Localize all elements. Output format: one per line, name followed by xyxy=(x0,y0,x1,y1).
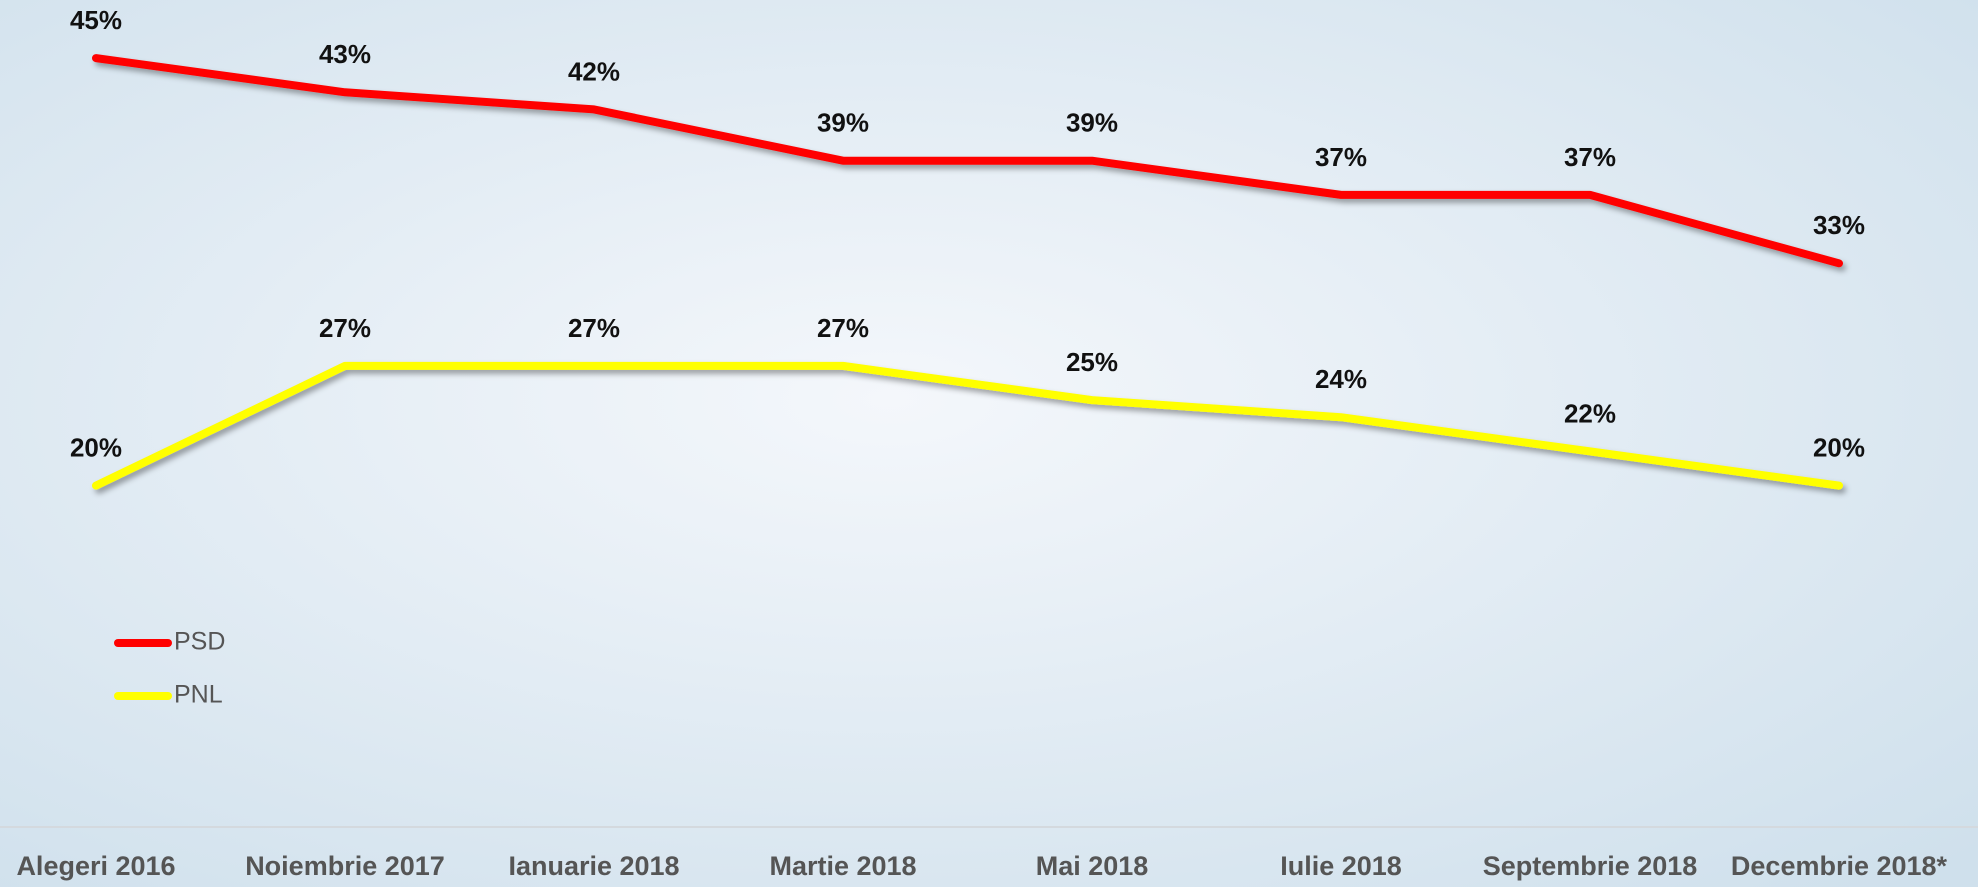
series-line xyxy=(92,361,1843,490)
legend-label: PNL xyxy=(174,681,223,709)
data-label: 20% xyxy=(70,432,122,462)
data-label: 42% xyxy=(568,56,620,86)
x-tick-label: Martie 2018 xyxy=(769,851,916,881)
data-label: 27% xyxy=(568,313,620,343)
data-label: 37% xyxy=(1315,142,1367,172)
series-line xyxy=(92,54,1843,268)
data-label: 43% xyxy=(319,39,371,69)
data-label: 45% xyxy=(70,5,122,35)
x-tick-label: Alegeri 2016 xyxy=(16,851,175,881)
data-label: 39% xyxy=(1066,108,1118,138)
x-tick-label: Decembrie 2018* xyxy=(1731,851,1948,881)
data-label: 20% xyxy=(1813,432,1865,462)
x-tick-label: Iulie 2018 xyxy=(1280,851,1402,881)
x-tick-label: Ianuarie 2018 xyxy=(508,851,679,881)
data-label: 37% xyxy=(1564,142,1616,172)
data-label: 39% xyxy=(817,108,869,138)
x-tick-label: Mai 2018 xyxy=(1036,851,1149,881)
x-tick-label: Septembrie 2018 xyxy=(1483,851,1698,881)
data-label: 22% xyxy=(1564,398,1616,428)
data-label: 24% xyxy=(1315,364,1367,394)
legend-label: PSD xyxy=(174,628,225,656)
data-label: 27% xyxy=(319,313,371,343)
x-tick-label: Noiembrie 2017 xyxy=(245,851,445,881)
data-label: 27% xyxy=(817,313,869,343)
data-label: 25% xyxy=(1066,347,1118,377)
data-label: 33% xyxy=(1813,210,1865,240)
